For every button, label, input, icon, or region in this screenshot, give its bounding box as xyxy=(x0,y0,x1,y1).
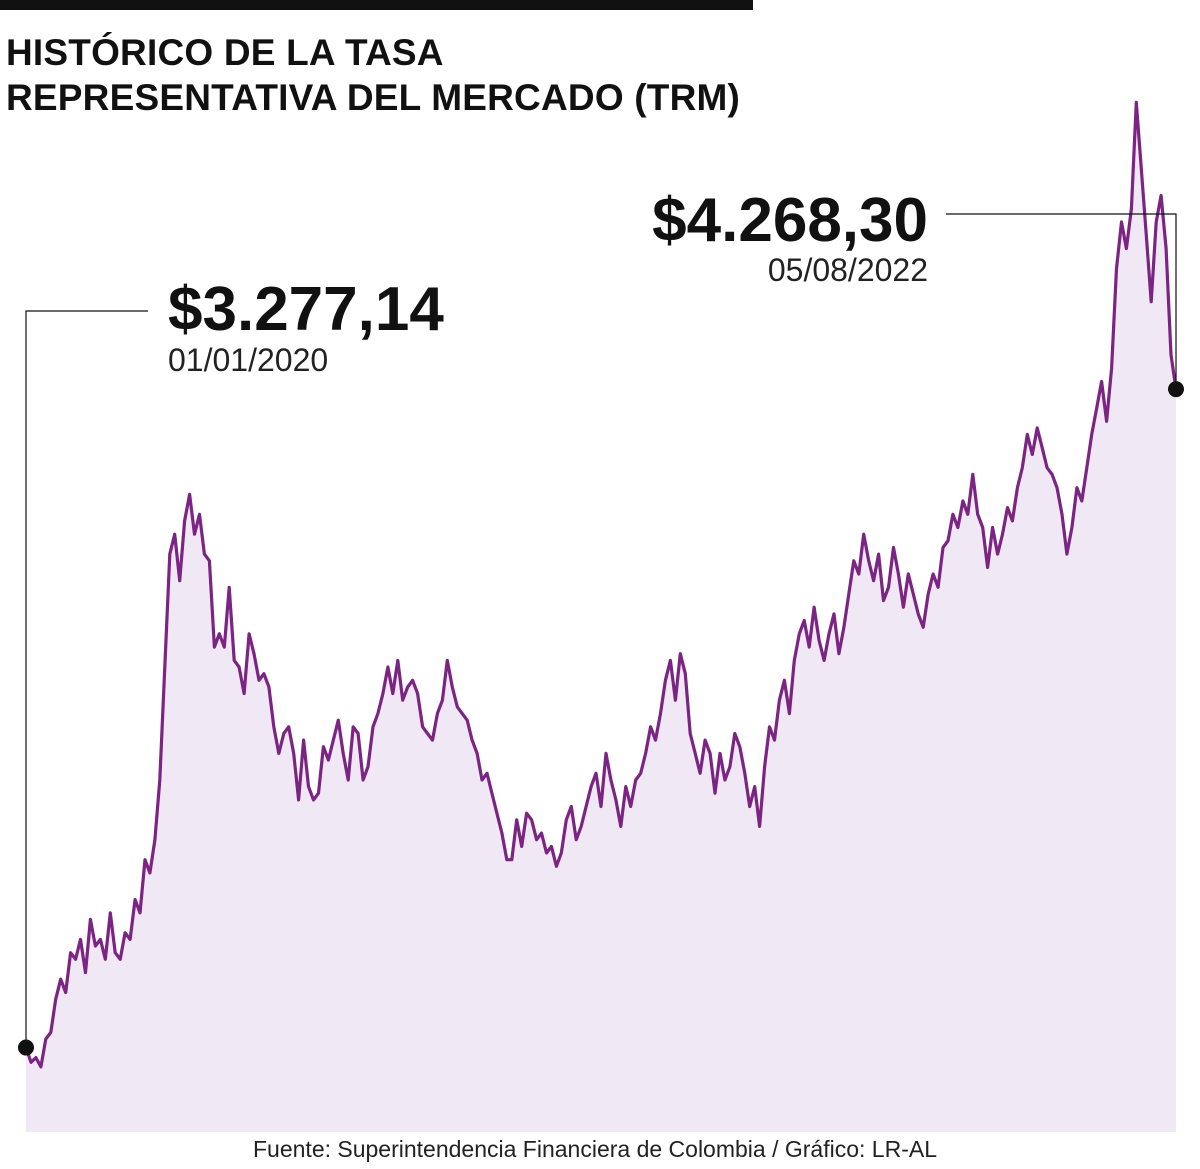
end-date-label: 05/08/2022 xyxy=(768,252,928,288)
start-point-marker xyxy=(18,1039,34,1056)
top-rule xyxy=(0,0,753,10)
start-value-label: $3.277,14 xyxy=(168,275,444,344)
end-leader-line xyxy=(946,213,1177,390)
chart-title-line-2: REPRESENTATIVA DEL MERCADO (TRM) xyxy=(6,77,741,118)
end-point-marker xyxy=(1168,381,1184,398)
chart-title-line-1: HISTÓRICO DE LA TASA xyxy=(6,32,444,73)
area-fill xyxy=(26,102,1176,1132)
end-value-label: $4.268,30 xyxy=(652,186,928,255)
trm-series-line xyxy=(24,100,1178,1069)
source-note: Fuente: Superintendencia Financiera de C… xyxy=(253,1136,937,1162)
start-leader-line xyxy=(25,310,148,1048)
chart-title: HISTÓRICO DE LA TASA REPRESENTATIVA DEL … xyxy=(6,30,740,120)
start-date-label: 01/01/2020 xyxy=(168,342,328,378)
